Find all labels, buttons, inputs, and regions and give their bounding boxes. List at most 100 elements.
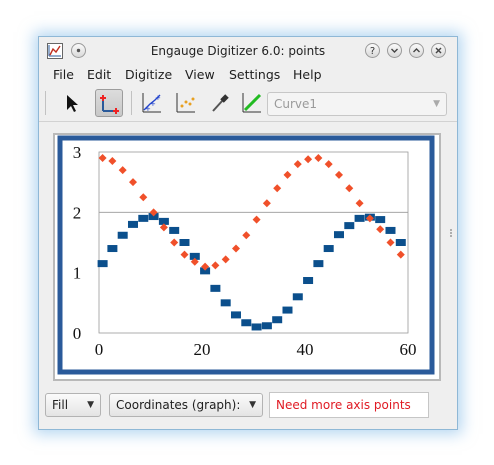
data-point-square (292, 293, 303, 301)
data-point-square (107, 245, 118, 253)
color-picker-tool-button[interactable] (205, 89, 233, 117)
data-point-square (375, 216, 386, 224)
title-bar: Engauge Digitizer 6.0: points ? (39, 37, 457, 65)
toolbar-separator (45, 91, 46, 115)
data-point-square (220, 299, 231, 307)
data-point-diamond (396, 250, 405, 259)
curve-selector[interactable]: Curve1 ▼ (267, 92, 447, 116)
coordinates-mode-select[interactable]: Coordinates (graph): ▼ (109, 393, 263, 417)
point-match-tool-button[interactable] (171, 89, 199, 117)
minimize-button[interactable] (387, 43, 402, 58)
fill-mode-select[interactable]: Fill ▼ (45, 393, 101, 417)
data-point-diamond (139, 193, 148, 202)
x-tick-label: 20 (194, 340, 211, 359)
data-point-square (210, 284, 221, 292)
data-point-diamond (159, 223, 168, 232)
axis-point-tool-button[interactable] (95, 89, 123, 117)
data-point-square (97, 260, 108, 268)
data-point-square (127, 220, 138, 228)
data-point-square (148, 213, 159, 221)
data-point-diamond (386, 238, 395, 247)
data-point-square (189, 252, 200, 260)
axis-point-icon (100, 95, 119, 114)
data-point-diamond (149, 208, 158, 217)
data-point-square (344, 222, 355, 230)
menu-help[interactable]: Help (293, 67, 322, 82)
data-point-square (385, 226, 396, 234)
curve-selector-value: Curve1 (274, 97, 318, 111)
data-point-square (169, 226, 180, 234)
svg-text:+: + (145, 105, 151, 113)
data-point-diamond (334, 170, 343, 179)
curve-point-icon: +++ (142, 93, 161, 113)
data-point-diamond (170, 238, 179, 247)
window-menu-button[interactable] (71, 43, 86, 58)
data-point-square (138, 214, 149, 222)
select-tool-button[interactable] (57, 89, 85, 117)
data-point-diamond (118, 166, 127, 175)
data-point-square (230, 311, 241, 319)
y-tick-label: 2 (73, 203, 82, 222)
curve-point-tool-button[interactable]: + + + (137, 89, 165, 117)
menu-edit[interactable]: Edit (87, 67, 112, 82)
data-point-diamond (293, 160, 302, 169)
data-point-square (282, 306, 293, 314)
data-point-diamond (345, 184, 354, 193)
data-point-square (395, 239, 406, 246)
menu-file[interactable]: File (53, 67, 74, 82)
help-button[interactable]: ? (365, 43, 380, 58)
digitized-graph-image[interactable]: 0 20 40 60 0 1 2 3 (55, 135, 439, 379)
data-point-diamond (221, 255, 230, 264)
toolbar-divider (39, 121, 457, 122)
chevron-down-icon: ▼ (433, 99, 440, 109)
toolbar-separator (131, 91, 132, 115)
splitter-handle[interactable] (449, 227, 453, 237)
menu-view[interactable]: View (185, 67, 215, 82)
point-match-icon (176, 93, 195, 113)
data-point-square (303, 277, 314, 285)
data-point-square (117, 231, 128, 239)
color-picker-icon (212, 94, 229, 112)
data-point-diamond (324, 160, 333, 169)
data-point-diamond (252, 215, 261, 224)
data-point-diamond (98, 154, 107, 163)
segment-fill-icon (242, 93, 262, 113)
svg-text:+: + (155, 94, 161, 102)
y-tick-label: 3 (73, 143, 82, 162)
chevron-down-icon: ▼ (87, 400, 94, 410)
data-point-square (251, 323, 262, 331)
data-point-diamond (262, 199, 271, 208)
data-point-square (200, 267, 211, 275)
status-message: Need more axis points (269, 392, 429, 418)
data-point-diamond (128, 178, 137, 187)
data-point-diamond (355, 199, 364, 208)
data-point-diamond (211, 261, 220, 270)
data-point-diamond (376, 225, 385, 234)
data-point-diamond (180, 250, 189, 259)
data-point-diamond (273, 184, 282, 193)
x-tick-label: 0 (95, 340, 104, 359)
segment-fill-tool-button[interactable] (237, 89, 265, 117)
data-point-diamond (242, 231, 251, 240)
data-point-diamond (283, 170, 292, 179)
data-point-square (333, 231, 344, 239)
y-tick-label: 0 (73, 324, 82, 343)
menu-digitize[interactable]: Digitize (125, 67, 173, 82)
toolbar: + + + (39, 85, 457, 121)
data-point-square (272, 316, 283, 324)
window-title: Engauge Digitizer 6.0: points (150, 44, 326, 58)
x-tick-label: 60 (400, 340, 417, 359)
app-logo-icon (47, 43, 63, 59)
data-point-diamond (304, 155, 313, 164)
svg-text:+: + (150, 100, 156, 108)
maximize-button[interactable] (409, 43, 424, 58)
menu-settings[interactable]: Settings (229, 67, 281, 82)
data-point-diamond (314, 154, 323, 163)
data-point-square (354, 214, 365, 222)
data-point-square (261, 322, 272, 330)
data-point-square (241, 319, 252, 327)
graph-view[interactable]: 0 20 40 60 0 1 2 3 (53, 133, 441, 381)
close-button[interactable] (431, 43, 446, 58)
data-point-square (158, 217, 169, 225)
plot-area (98, 151, 409, 334)
